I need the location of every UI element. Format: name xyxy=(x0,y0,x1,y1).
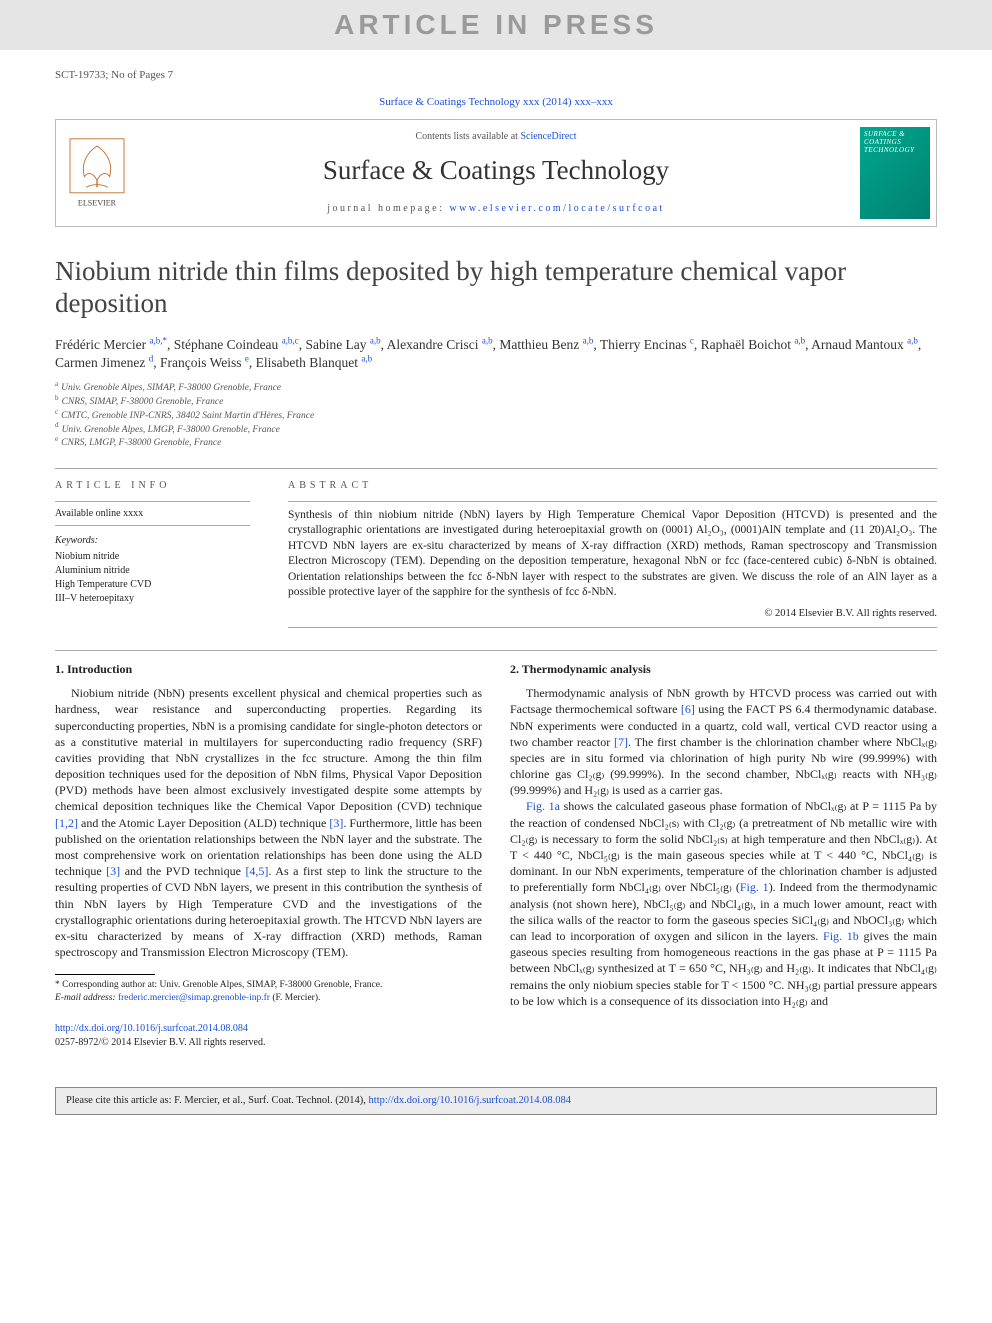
corr-email-link[interactable]: frederic.mercier@simap.grenoble-inp.fr xyxy=(118,993,270,1003)
citation-line: Surface & Coatings Technology xxx (2014)… xyxy=(55,95,937,110)
doi-link[interactable]: http://dx.doi.org/10.1016/j.surfcoat.201… xyxy=(55,1023,248,1034)
article-in-press-banner: ARTICLE IN PRESS xyxy=(0,0,992,50)
article-info-heading: ARTICLE INFO xyxy=(55,479,250,493)
affiliation-item: bCNRS, SIMAP, F-38000 Grenoble, France xyxy=(55,396,937,409)
please-cite-bar: Please cite this article as: F. Mercier,… xyxy=(55,1087,937,1115)
keyword-item: Niobium nitride xyxy=(55,550,250,564)
section-heading-thermo: 2. Thermodynamic analysis xyxy=(510,661,937,677)
affiliation-item: cCMTC, Grenoble INP-CNRS, 38402 Saint Ma… xyxy=(55,410,937,423)
journal-homepage-line: journal homepage: www.elsevier.com/locat… xyxy=(142,202,850,216)
keyword-item: III–V heteroepitaxy xyxy=(55,592,250,606)
thermo-paragraph-1: Thermodynamic analysis of NbN growth by … xyxy=(510,685,937,798)
elsevier-wordmark: ELSEVIER xyxy=(78,199,117,208)
elsevier-tree-icon: ELSEVIER xyxy=(65,137,129,209)
keyword-item: Aluminium nitride xyxy=(55,564,250,578)
contents-available-line: Contents lists available at ScienceDirec… xyxy=(142,130,850,144)
body-columns: 1. Introduction Niobium nitride (NbN) pr… xyxy=(55,661,937,1049)
cover-title: SURFACE & COATINGS TECHNOLOGY xyxy=(864,131,926,154)
abstract-copyright: © 2014 Elsevier B.V. All rights reserved… xyxy=(288,607,937,621)
thermo-paragraph-2: Fig. 1a shows the calculated gaseous pha… xyxy=(510,798,937,1008)
abstract-bottom-rule xyxy=(288,627,937,628)
journal-title: Surface & Coatings Technology xyxy=(142,152,850,188)
cite-doi-link[interactable]: http://dx.doi.org/10.1016/j.surfcoat.201… xyxy=(369,1095,572,1106)
journal-cover-thumb: SURFACE & COATINGS TECHNOLOGY xyxy=(854,120,936,225)
corr-author-line: * Corresponding author at: Univ. Grenobl… xyxy=(55,979,482,991)
footer-doi-block: http://dx.doi.org/10.1016/j.surfcoat.201… xyxy=(55,1022,482,1049)
keyword-item: High Temperature CVD xyxy=(55,578,250,592)
journal-homepage-link[interactable]: www.elsevier.com/locate/surfcoat xyxy=(449,203,664,214)
page-container: SCT-19733; No of Pages 7 Surface & Coati… xyxy=(0,50,992,1069)
email-label: E-mail address: xyxy=(55,993,118,1003)
article-info-abstract-row: ARTICLE INFO Available online xxxx Keywo… xyxy=(55,479,937,628)
affiliation-item: eCNRS, LMGP, F-38000 Grenoble, France xyxy=(55,437,937,450)
section-heading-intro: 1. Introduction xyxy=(55,661,482,677)
sciencedirect-link[interactable]: ScienceDirect xyxy=(520,131,576,142)
section-divider xyxy=(55,650,937,651)
corresponding-author-footnote: * Corresponding author at: Univ. Grenobl… xyxy=(55,979,482,1004)
cite-prefix: Please cite this article as: F. Mercier,… xyxy=(66,1095,369,1106)
journal-masthead: ELSEVIER Contents lists available at Sci… xyxy=(55,119,937,226)
masthead-center: Contents lists available at ScienceDirec… xyxy=(138,120,854,225)
corr-email-line: E-mail address: frederic.mercier@simap.g… xyxy=(55,992,482,1004)
abstract-block: ABSTRACT Synthesis of thin niobium nitri… xyxy=(288,479,937,628)
author-list: Frédéric Mercier a,b,*, Stéphane Coindea… xyxy=(55,336,937,372)
section-divider xyxy=(55,468,937,469)
affiliation-item: dUniv. Grenoble Alpes, LMGP, F-38000 Gre… xyxy=(55,424,937,437)
article-info-block: ARTICLE INFO Available online xxxx Keywo… xyxy=(55,479,250,628)
article-id: SCT-19733; No of Pages 7 xyxy=(55,68,173,83)
left-column: 1. Introduction Niobium nitride (NbN) pr… xyxy=(55,661,482,1049)
homepage-prefix: journal homepage: xyxy=(327,203,449,214)
elsevier-logo: ELSEVIER xyxy=(56,120,138,225)
email-suffix: (F. Mercier). xyxy=(270,993,320,1003)
issn-copyright: 0257-8972/© 2014 Elsevier B.V. All right… xyxy=(55,1036,482,1050)
footnote-separator xyxy=(55,974,155,975)
citation-link[interactable]: Surface & Coatings Technology xxx (2014)… xyxy=(379,96,613,108)
running-header: SCT-19733; No of Pages 7 xyxy=(55,68,937,83)
affiliation-item: aUniv. Grenoble Alpes, SIMAP, F-38000 Gr… xyxy=(55,382,937,395)
article-title: Niobium nitride thin films deposited by … xyxy=(55,255,937,320)
abstract-heading: ABSTRACT xyxy=(288,479,937,493)
intro-paragraph: Niobium nitride (NbN) presents excellent… xyxy=(55,685,482,960)
keywords-list: Niobium nitride Aluminium nitride High T… xyxy=(55,550,250,606)
abstract-text: Synthesis of thin niobium nitride (NbN) … xyxy=(288,501,937,601)
affiliation-list: aUniv. Grenoble Alpes, SIMAP, F-38000 Gr… xyxy=(55,382,937,450)
contents-prefix: Contents lists available at xyxy=(415,131,520,142)
available-online: Available online xxxx xyxy=(55,501,250,527)
keywords-label: Keywords: xyxy=(55,534,250,548)
right-column: 2. Thermodynamic analysis Thermodynamic … xyxy=(510,661,937,1049)
